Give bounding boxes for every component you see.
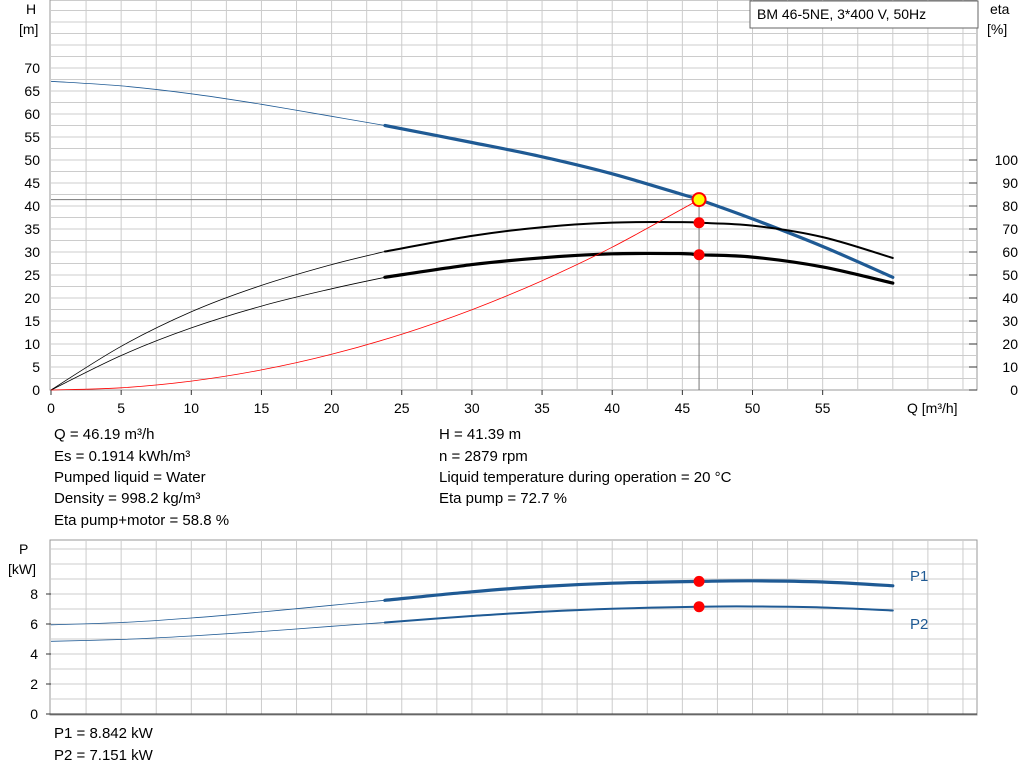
performance-chart: 0 5 10 15 20 25 30 35 40 45 50 55 0 5 10 15 20 25 30 35 40 4… — [19, 0, 1018, 416]
chart-title: BM 46-5NE, 3*400 V, 50Hz — [757, 6, 926, 22]
right-tick-label: 40 — [1002, 290, 1018, 306]
right-tick-label: 20 — [1002, 336, 1018, 352]
power-tick-label: 2 — [30, 676, 38, 692]
result-eta-pump-motor: Eta pump+motor = 58.8 % — [54, 512, 229, 529]
eta-pump-operating-point — [693, 217, 705, 229]
system-curve — [50, 199, 700, 391]
power-axis-label-symbol: P — [19, 541, 28, 557]
result-density: Density = 998.2 kg/m³ — [54, 490, 200, 507]
left-tick-label: 50 — [24, 152, 40, 168]
right-tick-label: 50 — [1002, 267, 1018, 283]
left-tick-label: 60 — [24, 106, 40, 122]
x-tick-label: 10 — [184, 400, 200, 416]
y-axis-label-right-symbol: eta — [990, 1, 1010, 17]
power-operating-points — [693, 575, 705, 613]
duty-point-marker — [691, 192, 707, 208]
power-curve-2 — [383, 605, 894, 624]
right-tick-label: 90 — [1002, 175, 1018, 191]
left-tick-label: 15 — [24, 313, 40, 329]
x-tick-label: 50 — [745, 400, 761, 416]
result-eta-pump: Eta pump = 72.7 % — [439, 490, 567, 507]
y-axis-label-left-unit: [m] — [19, 21, 38, 37]
legend-p2-label: P2 — [910, 616, 928, 633]
result-p1: P1 = 8.842 kW — [54, 725, 154, 742]
eta_pump-curve-outside-range — [50, 251, 385, 391]
x-tick-label: 55 — [815, 400, 831, 416]
x-tick-label: 20 — [324, 400, 340, 416]
right-tick-label: 60 — [1002, 244, 1018, 260]
result-n: n = 2879 rpm — [439, 448, 528, 465]
result-p2: P2 = 7.151 kW — [54, 747, 154, 764]
eta-pump-motor-operating-point — [693, 249, 705, 261]
x-tick-label: 45 — [675, 400, 691, 416]
bottom-plot-frame — [49, 539, 978, 716]
right-tick-label: 30 — [1002, 313, 1018, 329]
power-tick-label: 8 — [30, 586, 38, 602]
power-curve-1 — [383, 579, 895, 602]
power-curves — [50, 579, 895, 642]
left-tick-label: 65 — [24, 83, 40, 99]
x-tick-label: 5 — [117, 400, 125, 416]
result-liquid: Pumped liquid = Water — [54, 469, 206, 486]
x-tick-label: 0 — [47, 400, 55, 416]
p1-operating-point — [693, 575, 705, 587]
result-es: Es = 0.1914 kWh/m³ — [54, 448, 190, 465]
power-results: P1 = 8.842 kW P2 = 7.151 kW — [54, 725, 154, 764]
x-tick-label: 40 — [604, 400, 620, 416]
H-curve-outside-range — [50, 80, 385, 126]
x-tick-label: 15 — [254, 400, 270, 416]
eta_pump_motor-curve — [383, 251, 895, 285]
right-tick-label: 0 — [1010, 382, 1018, 398]
x-tick-label: 30 — [464, 400, 480, 416]
y-axis-label-right-unit: [%] — [987, 21, 1007, 37]
left-tick-label: 40 — [24, 198, 40, 214]
result-temperature: Liquid temperature during operation = 20… — [439, 469, 732, 486]
left-tick-label: 35 — [24, 221, 40, 237]
left-tick-labels: 0 5 10 15 20 25 30 35 40 45 50 55 60 65 70 — [24, 60, 40, 398]
left-tick-label: 45 — [24, 175, 40, 191]
right-tick-labels: 0 10 20 30 40 50 60 70 80 90 100 — [969, 152, 1018, 398]
power-curve-2-outside-range — [50, 622, 385, 642]
left-tick-label: 0 — [32, 382, 40, 398]
eta_pump_motor-curve-outside-range — [50, 276, 385, 391]
left-tick-label: 30 — [24, 244, 40, 260]
power-tick-label: 4 — [30, 646, 38, 662]
right-tick-label: 80 — [1002, 198, 1018, 214]
right-tick-label: 100 — [995, 152, 1019, 168]
power-tick-label: 0 — [30, 706, 38, 722]
bottom-gridlines — [51, 541, 977, 714]
y-axis-label-left-symbol: H — [26, 1, 36, 17]
power-tick-label: 6 — [30, 616, 38, 632]
left-tick-label: 20 — [24, 290, 40, 306]
power-chart: 0 2 4 6 8 P [kW] P1 P2 — [8, 539, 978, 722]
left-tick-label: 55 — [24, 129, 40, 145]
results-block: Q = 46.19 m³/h Es = 0.1914 kWh/m³ Pumped… — [54, 426, 732, 529]
eta_pump-curve — [383, 221, 894, 259]
legend-p1-label: P1 — [910, 568, 928, 585]
top-gridlines — [51, 0, 977, 390]
top-operating-points — [691, 192, 707, 261]
left-tick-label: 5 — [32, 359, 40, 375]
left-tick-label: 10 — [24, 336, 40, 352]
x-tick-label: 35 — [534, 400, 550, 416]
left-tick-label: 70 — [24, 60, 40, 76]
x-axis-label: Q [m³/h] — [907, 400, 958, 416]
x-tick-labels: 0 5 10 15 20 25 30 35 40 45 50 55 — [47, 390, 831, 416]
H-curve — [383, 123, 895, 279]
power-tick-labels: 0 2 4 6 8 — [30, 586, 977, 722]
x-tick-label: 25 — [394, 400, 410, 416]
power-curve-1-outside-range — [50, 599, 385, 626]
top-curves — [50, 80, 895, 391]
left-tick-label: 25 — [24, 267, 40, 283]
p2-operating-point — [693, 601, 705, 613]
power-axis-label-unit: [kW] — [8, 561, 36, 577]
result-q: Q = 46.19 m³/h — [54, 426, 154, 443]
right-tick-label: 10 — [1002, 359, 1018, 375]
right-tick-label: 70 — [1002, 221, 1018, 237]
result-h: H = 41.39 m — [439, 426, 521, 443]
chart-title-box — [749, 0, 979, 29]
